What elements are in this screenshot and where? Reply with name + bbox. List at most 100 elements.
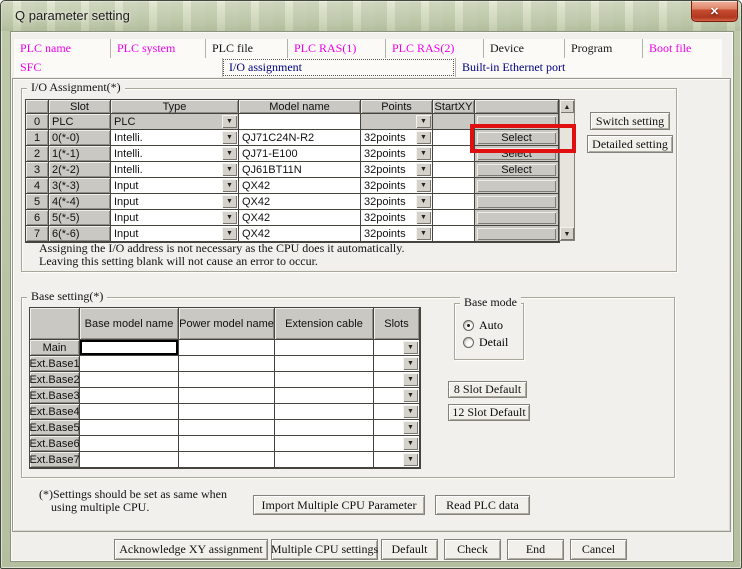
dropdown-arrow-icon[interactable]: ▼ xyxy=(403,341,418,354)
tab-i-o-assignment[interactable]: I/O assignment xyxy=(222,58,455,77)
slots-dropdown[interactable]: ▼ xyxy=(374,436,420,452)
base-model-name-input[interactable] xyxy=(80,404,179,420)
cancel-button[interactable]: Cancel xyxy=(570,539,627,560)
power-model-name-input[interactable] xyxy=(179,388,275,404)
dropdown-arrow-icon[interactable]: ▼ xyxy=(222,163,237,176)
base-mode-option-detail[interactable]: Detail xyxy=(463,335,508,349)
slots-dropdown[interactable]: ▼ xyxy=(374,388,420,404)
import-multiple-cpu-parameter-button[interactable]: Import Multiple CPU Parameter xyxy=(253,495,425,515)
base-model-name-input[interactable] xyxy=(80,436,179,452)
dropdown-arrow-icon[interactable]: ▼ xyxy=(403,405,418,418)
dropdown-arrow-icon[interactable]: ▼ xyxy=(222,179,237,192)
base-model-name-input[interactable] xyxy=(80,372,179,388)
dropdown-arrow-icon[interactable]: ▼ xyxy=(222,195,237,208)
tab-plc-name[interactable]: PLC name xyxy=(14,39,110,58)
tab-plc-ras-2[interactable]: PLC RAS(2) xyxy=(385,39,483,58)
dropdown-arrow-icon[interactable]: ▼ xyxy=(222,131,237,144)
power-model-name-input[interactable] xyxy=(179,404,275,420)
tab-sfc[interactable]: SFC xyxy=(14,58,222,77)
io-points-dropdown[interactable]: 32points ▼ xyxy=(361,178,433,194)
dropdown-arrow-icon[interactable]: ▼ xyxy=(416,147,431,160)
dropdown-arrow-icon[interactable]: ▼ xyxy=(403,453,418,466)
close-button[interactable]: ✕ xyxy=(691,1,738,22)
slots-dropdown[interactable]: ▼ xyxy=(374,340,420,356)
io-type-dropdown[interactable]: PLC ▼ xyxy=(111,114,239,130)
extension-cable-input[interactable] xyxy=(275,340,374,356)
io-startxy-input[interactable] xyxy=(433,162,475,178)
io-points-dropdown[interactable]: 32points ▼ xyxy=(361,130,433,146)
dropdown-arrow-icon[interactable]: ▼ xyxy=(416,211,431,224)
dropdown-arrow-icon[interactable]: ▼ xyxy=(403,357,418,370)
dropdown-arrow-icon[interactable]: ▼ xyxy=(222,227,237,240)
power-model-name-input[interactable] xyxy=(179,420,275,436)
io-startxy-input[interactable] xyxy=(433,194,475,210)
io-model-name-input[interactable] xyxy=(239,114,361,130)
switch-setting-button[interactable]: Switch setting xyxy=(590,112,670,130)
io-points-dropdown[interactable]: 32points ▼ xyxy=(361,210,433,226)
power-model-name-input[interactable] xyxy=(179,372,275,388)
dropdown-arrow-icon[interactable]: ▼ xyxy=(403,421,418,434)
slots-dropdown[interactable]: ▼ xyxy=(374,404,420,420)
select-button[interactable] xyxy=(477,211,556,224)
io-type-dropdown[interactable]: Intelli. ▼ xyxy=(111,146,239,162)
extension-cable-input[interactable] xyxy=(275,452,374,468)
8-slot-default-button[interactable]: 8 Slot Default xyxy=(448,381,527,398)
tab-program[interactable]: Program xyxy=(564,39,642,58)
power-model-name-input[interactable] xyxy=(179,356,275,372)
base-model-name-input[interactable] xyxy=(80,452,179,468)
tab-device[interactable]: Device xyxy=(483,39,564,58)
io-model-name-input[interactable]: QJ71-E100 xyxy=(239,146,361,162)
io-model-name-input[interactable]: QX42 xyxy=(239,210,361,226)
extension-cable-input[interactable] xyxy=(275,388,374,404)
slots-dropdown[interactable]: ▼ xyxy=(374,420,420,436)
extension-cable-input[interactable] xyxy=(275,436,374,452)
scroll-up-button[interactable]: ▲ xyxy=(560,100,574,113)
check-button[interactable]: Check xyxy=(444,539,501,560)
dropdown-arrow-icon[interactable]: ▼ xyxy=(403,373,418,386)
tab-plc-system[interactable]: PLC system xyxy=(110,39,205,58)
io-type-dropdown[interactable]: Input ▼ xyxy=(111,226,239,242)
power-model-name-input[interactable] xyxy=(179,436,275,452)
dropdown-arrow-icon[interactable]: ▼ xyxy=(403,437,418,450)
io-points-dropdown[interactable]: ▼ xyxy=(361,114,433,130)
extension-cable-input[interactable] xyxy=(275,420,374,436)
dropdown-arrow-icon[interactable]: ▼ xyxy=(416,195,431,208)
io-points-dropdown[interactable]: 32points ▼ xyxy=(361,146,433,162)
base-mode-option-auto[interactable]: Auto xyxy=(463,318,503,332)
base-model-name-input[interactable] xyxy=(80,388,179,404)
power-model-name-input[interactable] xyxy=(179,340,275,356)
tab-built-in-ethernet-port[interactable]: Built-in Ethernet port xyxy=(455,58,722,77)
io-table-scrollbar[interactable]: ▲ ▼ xyxy=(559,99,575,241)
extension-cable-input[interactable] xyxy=(275,404,374,420)
dropdown-arrow-icon[interactable]: ▼ xyxy=(416,179,431,192)
extension-cable-input[interactable] xyxy=(275,372,374,388)
io-type-dropdown[interactable]: Input ▼ xyxy=(111,210,239,226)
detailed-setting-button[interactable]: Detailed setting xyxy=(587,135,673,153)
io-points-dropdown[interactable]: 32points ▼ xyxy=(361,194,433,210)
slots-dropdown[interactable]: ▼ xyxy=(374,452,420,468)
acknowledge-xy-assignment-button[interactable]: Acknowledge XY assignment xyxy=(114,539,268,560)
dropdown-arrow-icon[interactable]: ▼ xyxy=(416,131,431,144)
extension-cable-input[interactable] xyxy=(275,356,374,372)
io-type-dropdown[interactable]: Input ▼ xyxy=(111,178,239,194)
end-button[interactable]: End xyxy=(507,539,564,560)
tab-boot-file[interactable]: Boot file xyxy=(642,39,722,58)
select-button[interactable]: Select xyxy=(477,163,556,176)
12-slot-default-button[interactable]: 12 Slot Default xyxy=(448,404,530,421)
dropdown-arrow-icon[interactable]: ▼ xyxy=(222,211,237,224)
io-model-name-input[interactable]: QJ61BT11N xyxy=(239,162,361,178)
dropdown-arrow-icon[interactable]: ▼ xyxy=(403,389,418,402)
tab-plc-file[interactable]: PLC file xyxy=(205,39,287,58)
read-plc-data-button[interactable]: Read PLC data xyxy=(435,495,530,515)
scroll-down-button[interactable]: ▼ xyxy=(560,227,574,240)
slots-dropdown[interactable]: ▼ xyxy=(374,356,420,372)
base-model-name-input[interactable] xyxy=(80,340,179,356)
select-button[interactable] xyxy=(477,195,556,208)
base-model-name-input[interactable] xyxy=(80,356,179,372)
io-points-dropdown[interactable]: 32points ▼ xyxy=(361,162,433,178)
select-button[interactable]: Select xyxy=(477,131,556,144)
multiple-cpu-settings-button[interactable]: Multiple CPU settings xyxy=(271,539,378,560)
io-startxy-input[interactable] xyxy=(433,210,475,226)
default-button[interactable]: Default xyxy=(381,539,438,560)
select-button[interactable] xyxy=(477,179,556,192)
